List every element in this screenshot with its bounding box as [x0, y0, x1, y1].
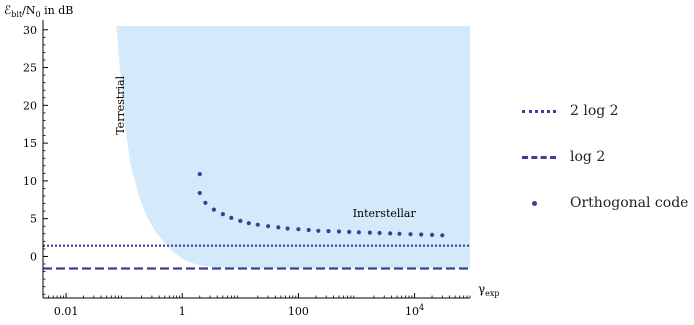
orthogonal-code-point	[316, 229, 320, 233]
orthogonal-code-point	[337, 229, 341, 233]
orthogonal-code-point	[198, 191, 202, 195]
orthogonal-code-point	[326, 229, 330, 233]
orthogonal-code-point	[238, 219, 242, 223]
point-swatch-icon	[522, 196, 562, 210]
orthogonal-code-point	[368, 231, 372, 235]
feasible-region-layer	[117, 26, 470, 269]
y-tick-label: 25	[23, 62, 37, 75]
legend-item-orthogonal-code: Orthogonal code	[522, 192, 694, 214]
orthogonal-code-point	[296, 227, 300, 231]
orthogonal-code-point	[397, 232, 401, 236]
legend-item-2log2: 2 log 2	[522, 100, 694, 122]
orthogonal-code-point	[430, 233, 434, 237]
orthogonal-code-point	[419, 232, 423, 236]
orthogonal-code-point	[388, 231, 392, 235]
orthogonal-code-point	[378, 231, 382, 235]
legend-item-log2: log 2	[522, 146, 694, 168]
legend: 2 log 2 log 2 Orthogonal code	[522, 100, 694, 214]
orthogonal-code-point	[212, 208, 216, 212]
y-tick-label: 10	[23, 175, 37, 188]
y-tick-label: 20	[23, 99, 37, 112]
legend-label: 2 log 2	[570, 103, 619, 119]
orthogonal-code-point	[307, 228, 311, 232]
y-tick-label: 0	[30, 250, 37, 263]
orthogonal-code-point	[408, 232, 412, 236]
orthogonal-code-point	[198, 172, 202, 176]
x-tick-label: 1	[179, 305, 186, 318]
y-tick-label: 30	[23, 24, 37, 37]
orthogonal-code-point	[247, 221, 251, 225]
orthogonal-code-point	[347, 230, 351, 234]
y-tick-label: 5	[30, 213, 37, 226]
orthogonal-code-point	[276, 225, 280, 229]
feasible-region	[117, 26, 470, 269]
annotation-terrestrial: Terrestrial	[114, 75, 127, 134]
orthogonal-code-point	[256, 223, 260, 227]
orthogonal-code-point	[221, 212, 225, 216]
annotation-interstellar: Interstellar	[353, 207, 417, 220]
orthogonal-code-point	[266, 224, 270, 228]
dashed-line-swatch-icon	[522, 150, 562, 164]
y-tick-label: 15	[23, 137, 37, 150]
orthogonal-code-point	[229, 216, 233, 220]
orthogonal-code-point	[440, 233, 444, 237]
orthogonal-code-point	[203, 201, 207, 205]
orthogonal-code-point	[286, 226, 290, 230]
legend-label: Orthogonal code	[570, 195, 688, 211]
x-tick-label: 100	[288, 305, 309, 318]
orthogonal-code-point	[357, 230, 361, 234]
legend-label: log 2	[570, 149, 605, 165]
dotted-line-swatch-icon	[522, 104, 562, 118]
x-tick-label: 0.01	[54, 305, 79, 318]
